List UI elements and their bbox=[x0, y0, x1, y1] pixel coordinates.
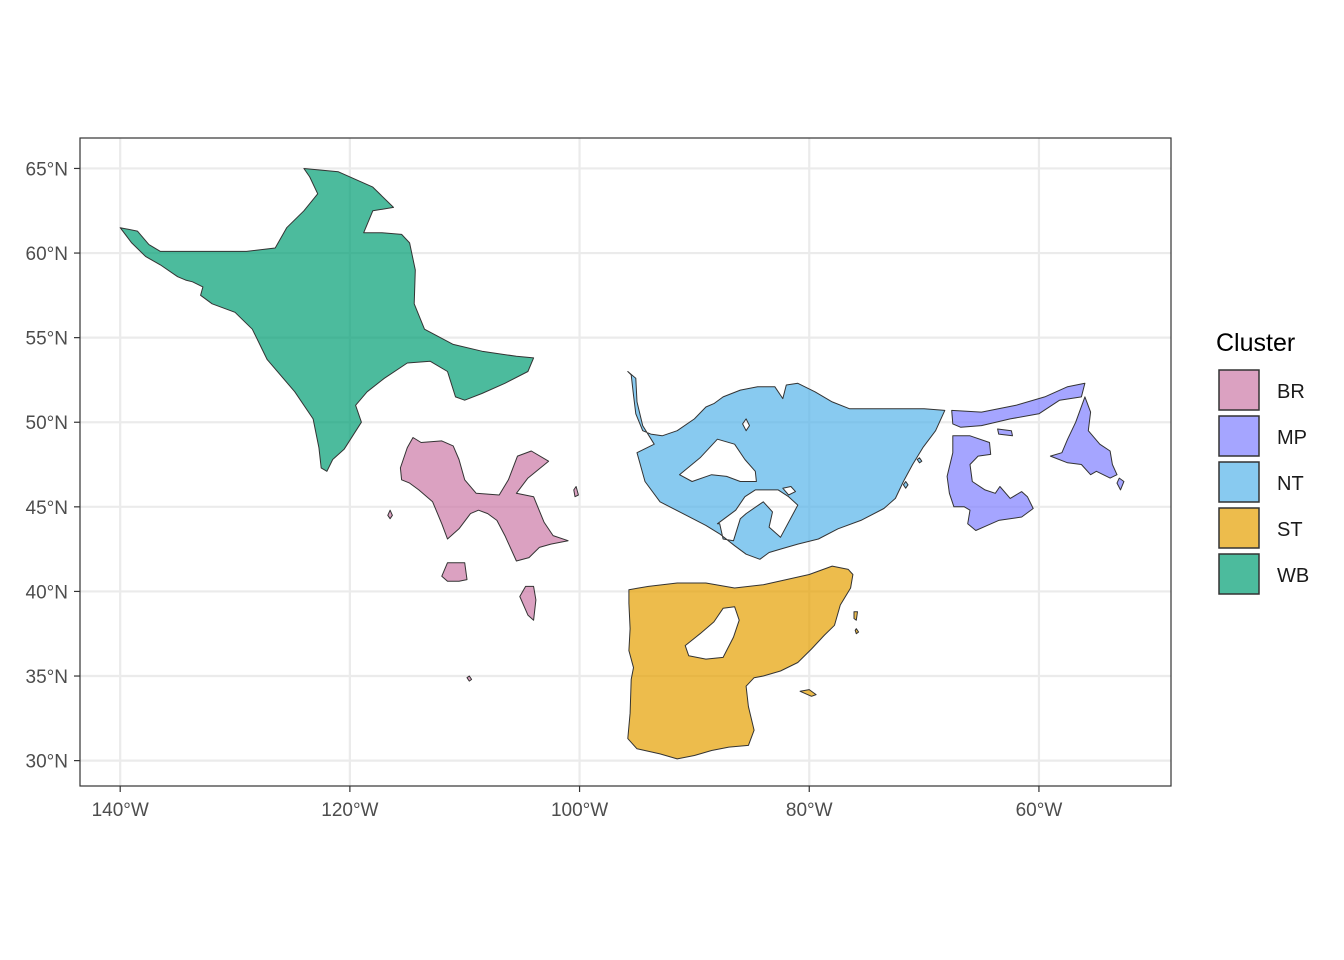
legend-swatch-wb bbox=[1218, 553, 1260, 595]
legend: Cluster BR MP NT ST WB bbox=[1216, 329, 1309, 595]
legend-swatch-br bbox=[1218, 369, 1260, 411]
y-tick-label-2: 40°N bbox=[26, 582, 68, 603]
legend-title: Cluster bbox=[1216, 329, 1295, 357]
legend-label-st: ST bbox=[1277, 519, 1303, 541]
legend-label-wb: WB bbox=[1277, 565, 1309, 587]
y-tick-label-0: 30°N bbox=[26, 752, 68, 773]
region-br bbox=[387, 437, 579, 682]
y-tick-label-6: 60°N bbox=[26, 244, 68, 265]
y-tick-label-7: 65°N bbox=[26, 159, 68, 180]
panel-background bbox=[80, 138, 1171, 786]
legend-label-mp: MP bbox=[1277, 427, 1307, 449]
panel-border bbox=[79, 137, 1172, 787]
y-tick-label-4: 50°N bbox=[26, 413, 68, 434]
legend-swatch-nt bbox=[1218, 461, 1260, 503]
y-tick-label-3: 45°N bbox=[26, 498, 68, 519]
x-tick-label-3: 80°W bbox=[786, 800, 833, 821]
x-tick-label-1: 120°W bbox=[321, 800, 378, 821]
x-tick-label-4: 60°W bbox=[1016, 800, 1063, 821]
y-axis: 30°N 35°N 40°N 45°N 50°N 55°N 60°N 65°N bbox=[26, 159, 80, 773]
region-nt bbox=[627, 371, 946, 560]
y-tick-label-5: 55°N bbox=[26, 329, 68, 350]
legend-label-nt: NT bbox=[1277, 473, 1304, 495]
region-st bbox=[627, 565, 860, 760]
legend-swatch-mp bbox=[1218, 415, 1260, 457]
legend-label-br: BR bbox=[1277, 381, 1305, 403]
cluster-regions bbox=[119, 168, 1125, 760]
x-tick-label-0: 140°W bbox=[92, 800, 149, 821]
legend-swatch-st bbox=[1218, 507, 1260, 549]
x-axis: 140°W 120°W 100°W 80°W 60°W bbox=[92, 786, 1063, 821]
x-tick-label-2: 100°W bbox=[551, 800, 608, 821]
region-mp bbox=[946, 382, 1125, 531]
region-wb bbox=[119, 168, 535, 472]
y-tick-label-1: 35°N bbox=[26, 667, 68, 688]
